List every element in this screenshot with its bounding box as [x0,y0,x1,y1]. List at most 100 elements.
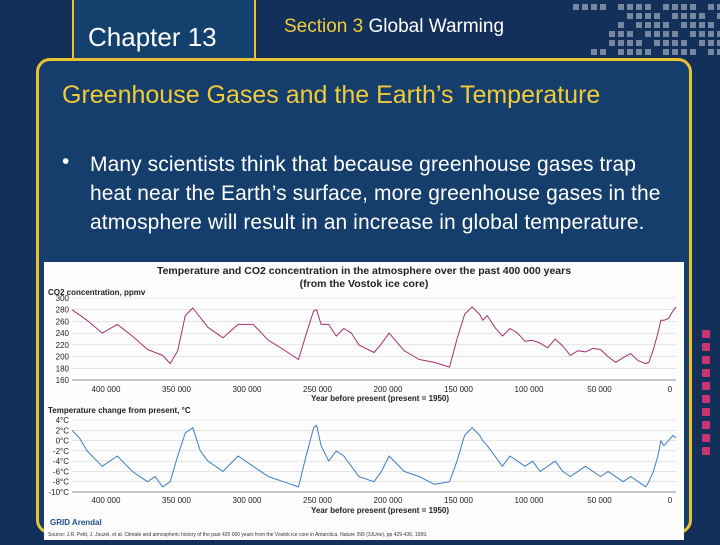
side-decoration-dots [702,330,712,460]
temp-ytick-label: -6°C [53,467,69,476]
grid-decoration [573,4,720,55]
chapter-title: Chapter 13 [88,22,217,52]
temp-xtick-label: 100 000 [515,496,544,505]
co2-ytick-label: 180 [56,364,70,373]
grid-square [672,13,678,19]
temp-xtick-label: 300 000 [233,496,262,505]
side-dot [702,382,710,390]
grid-square [708,40,714,46]
grid-square [636,22,642,28]
grid-square [636,49,642,55]
grid-square [645,4,651,10]
grid-square [645,13,651,19]
grid-square [645,22,651,28]
temp-ylabel: Temperature change from present, °C [48,406,191,415]
grid-square [708,22,714,28]
slide-heading: Greenhouse Gases and the Earth’s Tempera… [62,81,601,109]
grid-square [681,40,687,46]
grid-square [636,4,642,10]
grid-square [708,31,714,37]
grid-square [573,4,579,10]
grid-square [618,40,624,46]
grid-square [699,31,705,37]
grid-square [645,49,651,55]
temp-xlabel: Year before present (present = 1950) [311,506,449,515]
section-number: Section 3 [284,16,364,37]
temp-ytick-label: 4°C [56,416,70,425]
grid-square [690,4,696,10]
grid-square [690,49,696,55]
grid-square [663,22,669,28]
side-dot [702,343,710,351]
side-dot [702,369,710,377]
temp-xtick-label: 350 000 [162,496,191,505]
figure-source: Source: J.R. Petit, J. Jouzel, et al. Cl… [48,532,427,538]
grid-square [672,4,678,10]
temp-xtick-label: 200 000 [374,496,403,505]
grid-square [717,31,720,37]
grid-square [672,49,678,55]
co2-xtick-label: 100 000 [515,385,544,394]
side-dot [702,330,710,338]
grid-square [699,22,705,28]
co2-ytick-label: 280 [56,306,70,315]
grid-square [672,31,678,37]
co2-xtick-label: 350 000 [162,385,191,394]
grid-square [609,40,615,46]
grid-square [591,4,597,10]
temp-ytick-label: -8°C [53,478,69,487]
temp-xtick-label: 50 000 [587,496,612,505]
grid-logo: GRID Arendal [50,518,102,527]
grid-square [627,40,633,46]
figure-title-line1: Temperature and CO2 concentration in the… [157,265,571,277]
co2-ytick-label: 300 [56,294,70,303]
grid-square [645,31,651,37]
temp-ytick-label: -4°C [53,457,69,466]
grid-square [663,49,669,55]
grid-square [681,13,687,19]
side-dot [702,434,710,442]
grid-square [708,4,714,10]
grid-square [717,40,720,46]
vostok-chart-svg: Temperature and CO2 concentration in the… [48,265,677,538]
temp-series-line [71,424,677,488]
grid-square [600,49,606,55]
grid-square [618,49,624,55]
vostok-figure: Temperature and CO2 concentration in the… [44,262,684,540]
section-title: Section 3 Global Warming [284,16,504,38]
grid-square [591,49,597,55]
grid-square [636,13,642,19]
co2-xtick-label: 200 000 [374,385,403,394]
grid-square [681,4,687,10]
grid-square [654,13,660,19]
co2-series-line [71,306,677,368]
grid-square [672,40,678,46]
grid-square [717,4,720,10]
grid-square [708,49,714,55]
temp-ytick-label: -10°C [48,488,69,497]
section-name: Global Warming [368,16,505,37]
grid-square [717,49,720,55]
side-dot [702,421,710,429]
co2-ytick-label: 240 [56,329,70,338]
grid-square [654,31,660,37]
grid-square [609,31,615,37]
side-dot [702,395,710,403]
co2-xtick-label: 50 000 [587,385,612,394]
grid-square [600,4,606,10]
co2-ytick-label: 160 [56,376,70,385]
grid-square [636,40,642,46]
temp-ytick-label: 0°C [56,437,70,446]
grid-square [654,40,660,46]
grid-square [663,4,669,10]
temp-xtick-label: 150 000 [444,496,473,505]
grid-square [690,13,696,19]
co2-xtick-label: 250 000 [303,385,332,394]
side-dot [702,447,710,455]
temp-ytick-label: -2°C [53,447,69,456]
co2-xtick-label: 300 000 [233,385,262,394]
co2-ylabel: CO2 concentration, ppmv [48,288,146,297]
grid-square [627,31,633,37]
grid-square [618,31,624,37]
grid-square [717,13,720,19]
